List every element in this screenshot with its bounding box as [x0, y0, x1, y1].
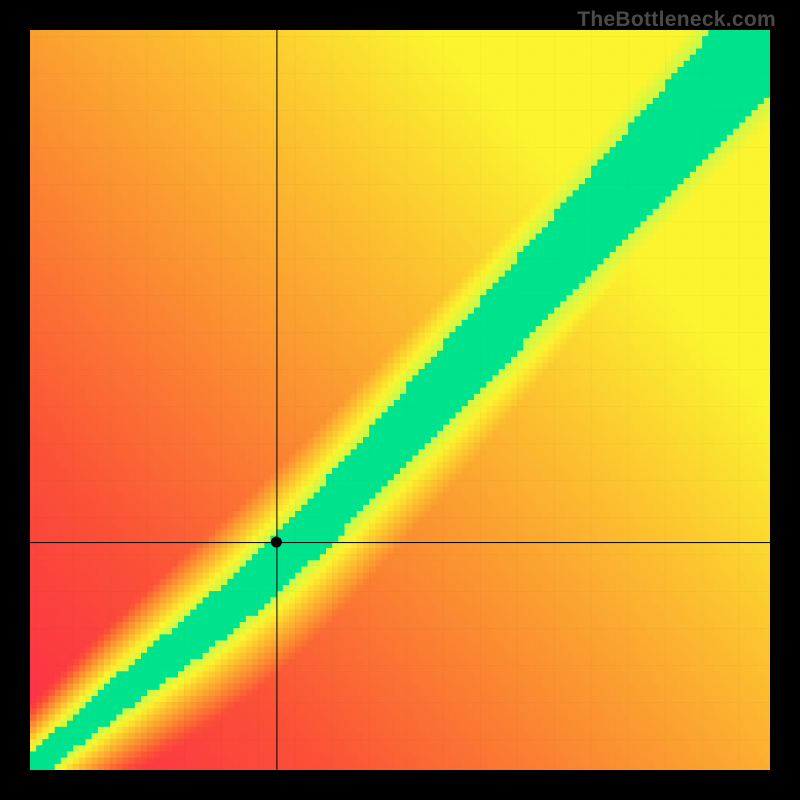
- heatmap-plot: [30, 30, 770, 770]
- chart-container: TheBottleneck.com: [0, 0, 800, 800]
- heatmap-canvas: [30, 30, 770, 770]
- watermark-text: TheBottleneck.com: [577, 8, 776, 32]
